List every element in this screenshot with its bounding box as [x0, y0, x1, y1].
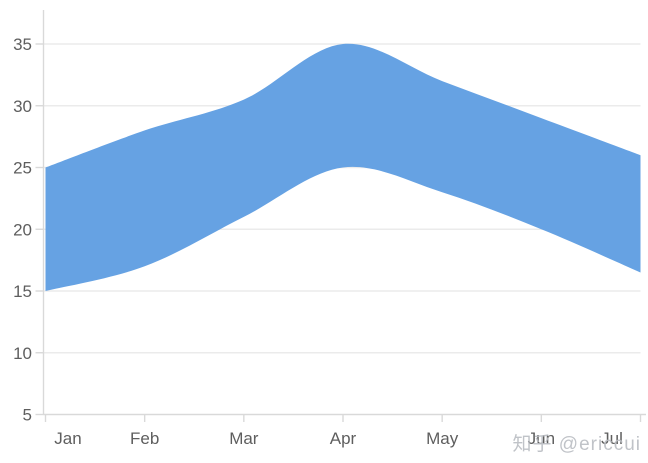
x-tick-label: Feb [130, 429, 159, 448]
x-tick-label: Jan [54, 429, 81, 448]
y-tick-label: 20 [13, 220, 32, 239]
series-layer [45, 43, 641, 292]
x-tick-label: Jun [528, 429, 555, 448]
axes-layer [35, 10, 646, 422]
y-tick-label: 5 [23, 406, 32, 425]
range-band [45, 43, 641, 292]
y-tick-label: 25 [13, 159, 32, 178]
y-tick-label: 10 [13, 344, 32, 363]
y-tick-label: 35 [13, 35, 32, 54]
y-tick-label: 15 [13, 282, 32, 301]
x-tick-label: Apr [330, 429, 357, 448]
x-tick-label: May [426, 429, 459, 448]
axis-labels-layer: 5 10 15 20 25 30 35 Jan Feb Mar Apr May Jun Jul [13, 35, 623, 448]
x-tick-label: Mar [229, 429, 259, 448]
y-tick-label: 30 [13, 97, 32, 116]
x-tick-label: Jul [601, 429, 623, 448]
